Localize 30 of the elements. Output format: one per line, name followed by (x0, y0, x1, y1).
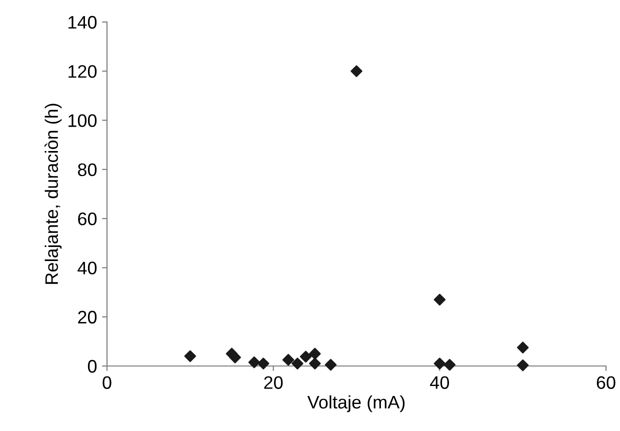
y-tick-label: 140 (68, 16, 97, 29)
y-tick-label: 0 (88, 360, 97, 373)
y-tick-label: 120 (68, 65, 97, 78)
point (434, 358, 446, 370)
y-tick-label: 100 (68, 114, 97, 128)
point (229, 352, 241, 364)
x-tick-label: 40 (430, 376, 450, 389)
point (516, 342, 529, 354)
point (184, 350, 196, 362)
y-tick-label: 80 (78, 163, 97, 176)
point (444, 358, 456, 371)
y-tick-label: 60 (78, 212, 97, 226)
point (309, 348, 321, 360)
point (434, 294, 446, 306)
point (309, 358, 321, 370)
y-axis-title: Relajante, duraciòn (h) (44, 104, 62, 284)
point (324, 358, 337, 371)
point (282, 354, 294, 366)
point (300, 350, 312, 363)
y-tick-label: 40 (78, 262, 97, 274)
x-tick-label: 0 (102, 376, 112, 389)
point (516, 359, 529, 372)
point (248, 356, 260, 368)
y-tick-label: 20 (78, 310, 97, 324)
point (292, 358, 304, 370)
x-tick-label: 20 (264, 376, 283, 389)
point (350, 65, 362, 78)
point (257, 358, 270, 370)
x-axis-title: Voltaje (mA) (307, 395, 405, 412)
x-tick-label: 60 (596, 376, 616, 389)
